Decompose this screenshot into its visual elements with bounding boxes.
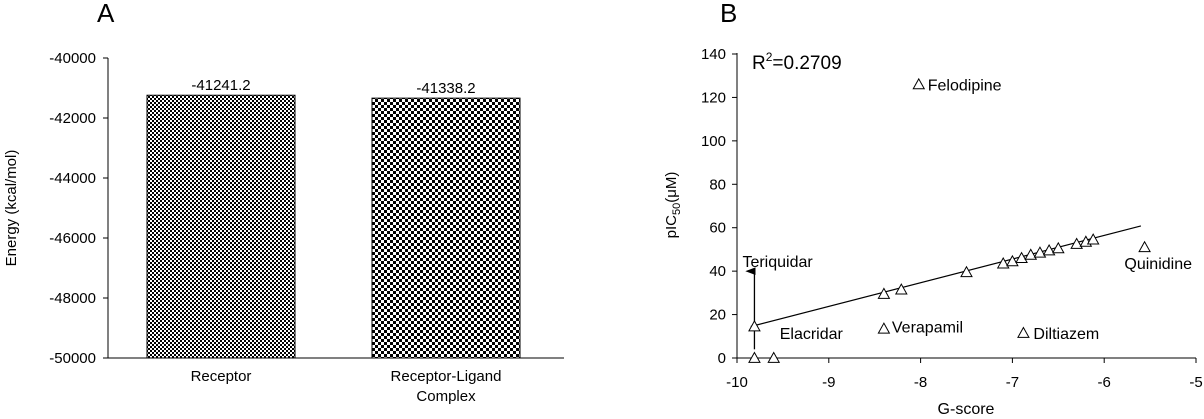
panel-b-point-labels: Felodipine Teriquidar Quinidine Verapamil El… (742, 77, 1192, 343)
panel-a-category-label: Complex (416, 388, 476, 405)
panel-b-y-tick-label: 140 (701, 46, 726, 63)
panel-a-value-labels: -41241.2 -41338.2 (191, 77, 475, 97)
data-point (1024, 248, 1038, 260)
point-label: Diltiazem (1033, 326, 1099, 343)
panel-a-label: A (97, 0, 115, 28)
panel-b-y-tick-label: 60 (709, 220, 726, 237)
panel-b-x-tick-label: -9 (822, 374, 835, 391)
panel-b-x-axis-label: G-score (938, 401, 995, 418)
fit-line (750, 225, 1142, 328)
point-label: Verapamil (892, 320, 963, 337)
panel-b-y-ticks: 0 20 40 60 80 100 120 140 (701, 46, 737, 367)
data-point (1015, 251, 1028, 264)
bar-value-label: -41241.2 (191, 77, 250, 94)
panel-b-y-tick-label: 80 (709, 176, 726, 193)
data-point (877, 287, 891, 299)
panel-a-bars (146, 94, 521, 359)
panel-a-category-label: Receptor-Ligand (391, 368, 502, 385)
panel-b-y-axis-label: pIC50(μM) (663, 172, 683, 239)
panel-a-y-tick-label: -42000 (49, 110, 96, 127)
panel-b-x-tick-label: -6 (1098, 374, 1111, 391)
data-point (1017, 326, 1030, 338)
data-point (748, 319, 761, 332)
panel-b-x-tick-label: -5 (1189, 374, 1202, 391)
data-point (767, 351, 781, 363)
data-point (894, 283, 908, 295)
data-point (748, 351, 761, 363)
point-label: Felodipine (928, 77, 1002, 94)
data-point (996, 257, 1010, 269)
data-point (877, 322, 891, 334)
panel-b-y-tick-label: 100 (701, 133, 726, 150)
panel-b-y-tick-label: 0 (718, 350, 726, 367)
panel-b-x-tick-label: -10 (726, 374, 748, 391)
panel-b-label: B (720, 0, 737, 28)
data-point (1051, 241, 1065, 254)
panel-b: B 0 20 40 60 80 100 120 140 -10 -9 -8 -7 -6 -5 Felod… (663, 0, 1203, 418)
panel-b-y-tick-label: 120 (701, 89, 726, 106)
panel-a-y-tick-label: -40000 (49, 50, 96, 67)
panel-b-y-tick-label: 20 (709, 307, 726, 324)
panel-a: A -40000 -42000 -44000 -46000 -48000 -50000 -… (3, 0, 564, 405)
point-label: Teriquidar (742, 254, 813, 271)
point-label: Elacridar (780, 326, 844, 343)
data-point (1086, 233, 1100, 245)
panel-b-x-tick-label: -7 (1006, 374, 1019, 391)
data-point (960, 265, 973, 278)
panel-a-y-tick-label: -46000 (49, 230, 96, 247)
panel-a-category-label: Receptor (191, 368, 252, 385)
panel-b-x-ticks: -10 -9 -8 -7 -6 -5 (726, 358, 1203, 391)
panel-a-y-ticks: -40000 -42000 -44000 -46000 -48000 -50000 (49, 50, 108, 367)
panel-a-x-tick-labels: Receptor Receptor-Ligand Complex (191, 368, 502, 405)
point-label: Quinidine (1124, 256, 1192, 273)
data-point (1042, 243, 1056, 256)
panel-b-points (748, 77, 1151, 363)
panel-a-y-tick-label: -44000 (49, 170, 96, 187)
data-point (1033, 246, 1047, 258)
panel-a-y-axis-label: Energy (kcal/mol) (3, 150, 20, 267)
bar (146, 94, 296, 359)
data-point (1138, 240, 1151, 253)
panel-b-x-tick-label: -8 (914, 374, 927, 391)
r-squared-text: R2=0.2709 (752, 50, 842, 74)
data-point (912, 77, 926, 90)
panel-a-y-tick-label: -50000 (49, 350, 96, 367)
panel-b-y-tick-label: 40 (709, 263, 726, 280)
panel-a-y-tick-label: -48000 (49, 290, 96, 307)
data-point (1070, 237, 1084, 249)
data-point (1006, 254, 1019, 267)
bar-value-label: -41338.2 (416, 80, 475, 97)
bar (371, 97, 521, 359)
